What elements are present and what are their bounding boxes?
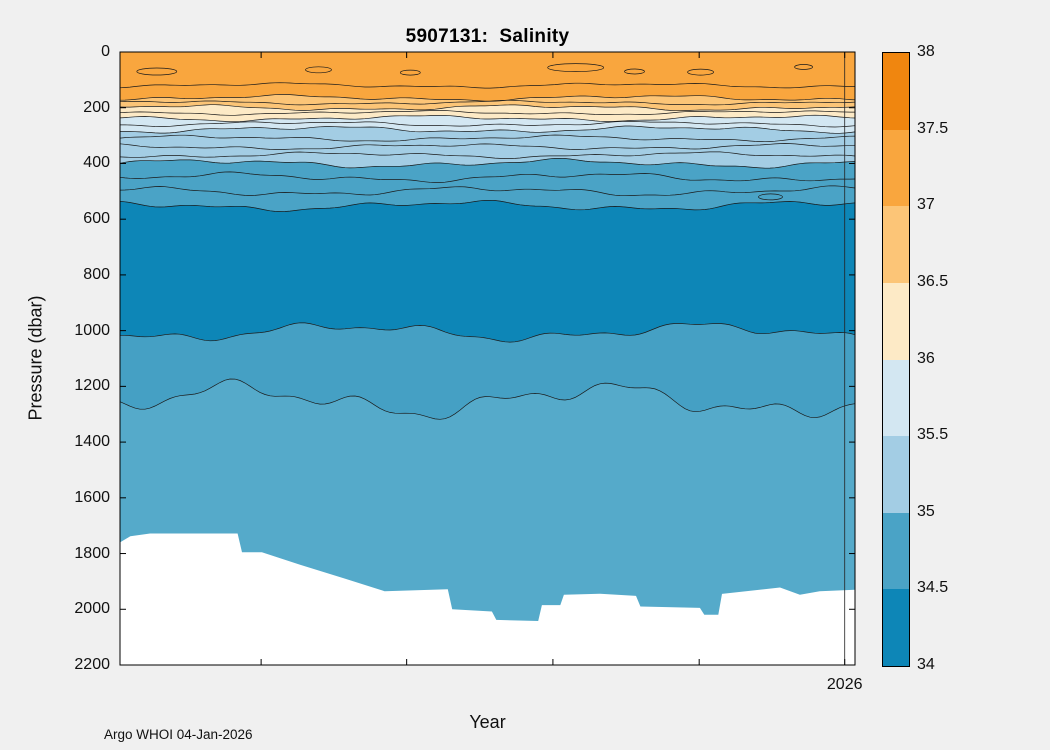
contour-loop-5	[687, 68, 714, 76]
axes-box	[119, 51, 856, 666]
y-tick-label-1400: 1400	[74, 433, 110, 451]
contour-line-extra-8	[119, 185, 856, 197]
contour-line-extra-1	[119, 99, 856, 106]
colorbar-tick-label-37: 37	[917, 196, 935, 214]
y-tick-label-1600: 1600	[74, 488, 110, 506]
y-axis-label-text: Pressure (dbar)	[25, 295, 46, 421]
colorbar-tick-label-37.5: 37.5	[917, 119, 949, 137]
x-axis-label: Year	[469, 712, 506, 732]
y-tick-label-600: 600	[83, 210, 110, 228]
contour-loop-4	[624, 68, 645, 75]
contour-loop-1	[305, 66, 332, 74]
contour-line-extra-7	[119, 171, 856, 183]
contour-line-fill-boundary-4	[119, 157, 856, 169]
contour-line-extra-4	[119, 134, 856, 143]
colorbar	[882, 52, 910, 667]
colorbar-segment-4	[883, 359, 909, 437]
colorbar-segment-3	[883, 282, 909, 360]
colorbar-segment-2	[883, 206, 909, 283]
contour-line-fill-boundary-1	[119, 104, 856, 112]
contour-line-fill-boundary-6	[120, 322, 856, 343]
colorbar-tick-label-38: 38	[917, 43, 935, 60]
colorbar-tick-label-35.5: 35.5	[917, 426, 949, 444]
contour-line-extra-5	[119, 143, 855, 150]
contour-line-extra-3	[120, 120, 856, 128]
contour-loop-2	[399, 69, 421, 76]
colorbar-segment-7	[883, 589, 909, 666]
colorbar-segment-0	[883, 53, 909, 130]
colorbar-tick-label-36: 36	[917, 349, 935, 367]
contour-loop-7	[794, 64, 813, 70]
contour-loop-6	[758, 193, 783, 201]
colorbar-segment-6	[883, 512, 909, 590]
y-tick-label-1200: 1200	[74, 377, 110, 395]
contour-line-extra-0	[119, 82, 855, 89]
no-data-region	[120, 533, 855, 665]
plot-title: 5907131: Salinity	[405, 26, 570, 47]
colorbar-tick-label-36.5: 36.5	[917, 272, 949, 290]
y-tick-label-800: 800	[83, 265, 110, 283]
y-tick-label-2200: 2200	[74, 656, 110, 673]
contour-loop-0	[136, 67, 178, 76]
y-tick-label-1800: 1800	[74, 544, 110, 562]
colorbar-tick-label-35: 35	[917, 502, 935, 520]
contour-line-extra-2	[119, 110, 855, 116]
colorbar-segment-1	[883, 129, 909, 207]
salinity-band-0	[119, 51, 856, 102]
colorbar-tick-label-34: 34	[917, 656, 935, 673]
x-tick-label-2026: 2026	[826, 676, 863, 693]
y-tick-label-2000: 2000	[74, 600, 110, 618]
contour-loop-3	[547, 63, 605, 72]
contour-line-fill-boundary-3	[120, 125, 856, 134]
y-tick-label-0: 0	[101, 43, 110, 60]
salinity-band-6	[119, 199, 856, 343]
y-tick-label-1000: 1000	[74, 321, 110, 339]
y-tick-label-200: 200	[83, 98, 110, 116]
contour-line-fill-boundary-5	[119, 199, 856, 212]
contour-line-fill-boundary-7	[119, 378, 856, 420]
y-tick-label-400: 400	[83, 154, 110, 172]
colorbar-segment-5	[883, 436, 909, 513]
colorbar-tick-label-34.5: 34.5	[917, 579, 949, 597]
contour-line-fill-boundary-2	[119, 114, 856, 123]
contour-line-extra-6	[119, 151, 856, 159]
attribution-text: Argo WHOI 04-Jan-2026	[104, 727, 253, 742]
